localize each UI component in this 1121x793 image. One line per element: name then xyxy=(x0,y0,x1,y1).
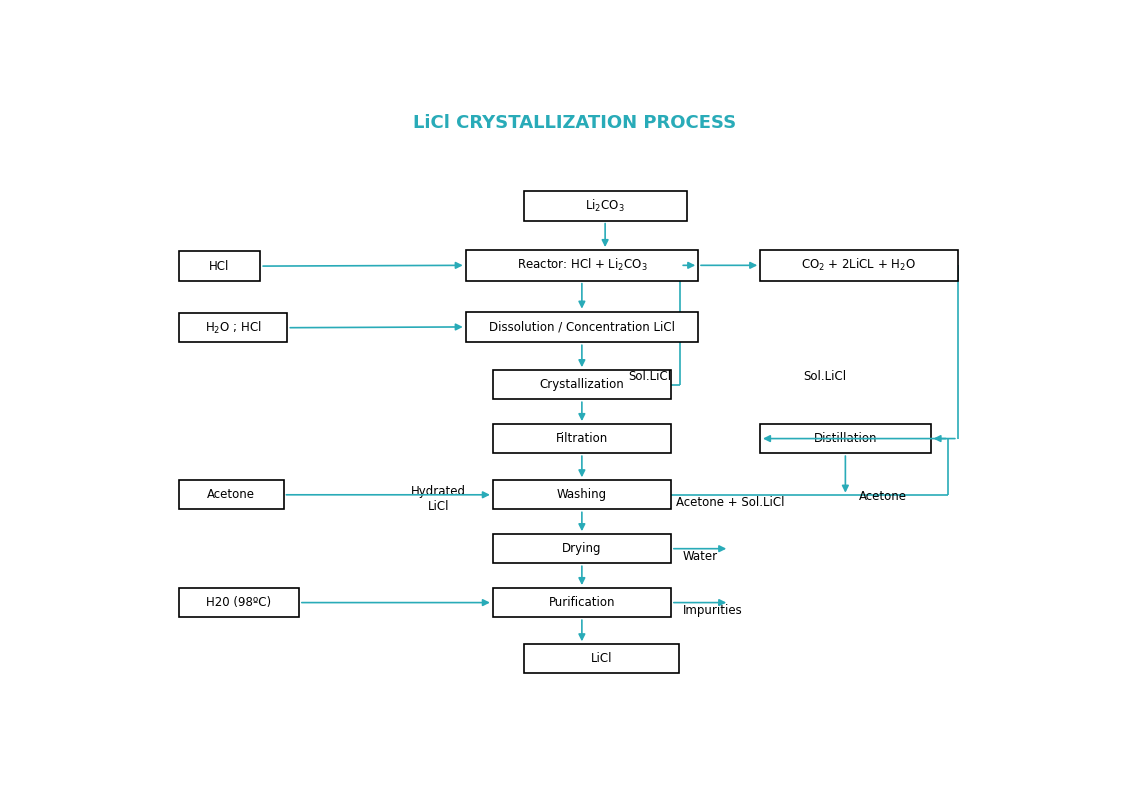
Bar xyxy=(179,480,284,509)
Text: LiCl CRYSTALLIZATION PROCESS: LiCl CRYSTALLIZATION PROCESS xyxy=(413,114,736,132)
Text: H$_2$O ; HCl: H$_2$O ; HCl xyxy=(205,320,261,335)
Bar xyxy=(493,534,671,563)
Bar xyxy=(760,250,957,281)
Text: Li$_2$CO$_3$: Li$_2$CO$_3$ xyxy=(585,198,624,214)
Text: Crystallization: Crystallization xyxy=(539,378,624,391)
Text: Water: Water xyxy=(683,550,717,563)
Text: Distillation: Distillation xyxy=(814,432,877,445)
Text: Drying: Drying xyxy=(562,542,602,555)
Text: LiCl: LiCl xyxy=(591,653,612,665)
Bar xyxy=(524,191,686,220)
Text: Acetone: Acetone xyxy=(207,488,256,501)
Text: Dissolution / Concentration LiCl: Dissolution / Concentration LiCl xyxy=(489,320,675,333)
Text: Hydrated
LiCl: Hydrated LiCl xyxy=(411,485,466,513)
Text: Impurities: Impurities xyxy=(683,603,742,617)
Text: H20 (98ºC): H20 (98ºC) xyxy=(206,596,271,609)
Text: Acetone + Sol.LiCl: Acetone + Sol.LiCl xyxy=(676,496,785,509)
Text: Sol.LiCl: Sol.LiCl xyxy=(803,370,846,383)
Text: Purification: Purification xyxy=(548,596,615,609)
Text: Washing: Washing xyxy=(557,488,606,501)
Bar xyxy=(465,312,698,343)
Text: Acetone: Acetone xyxy=(860,490,907,503)
Bar xyxy=(493,424,671,454)
Bar xyxy=(493,480,671,509)
Bar xyxy=(179,313,287,343)
Text: Sol.LiCl: Sol.LiCl xyxy=(629,370,671,383)
Bar xyxy=(760,424,930,454)
Bar xyxy=(179,251,260,281)
Text: Filtration: Filtration xyxy=(556,432,608,445)
Text: HCl: HCl xyxy=(210,259,230,273)
Bar xyxy=(524,644,678,673)
Bar xyxy=(465,250,698,281)
Text: Reactor: HCl + Li$_2$CO$_3$: Reactor: HCl + Li$_2$CO$_3$ xyxy=(517,257,647,274)
Text: CO$_2$ + 2LiCL + H$_2$O: CO$_2$ + 2LiCL + H$_2$O xyxy=(802,257,917,274)
Bar xyxy=(493,588,671,617)
Bar xyxy=(179,588,299,617)
Bar xyxy=(493,370,671,400)
